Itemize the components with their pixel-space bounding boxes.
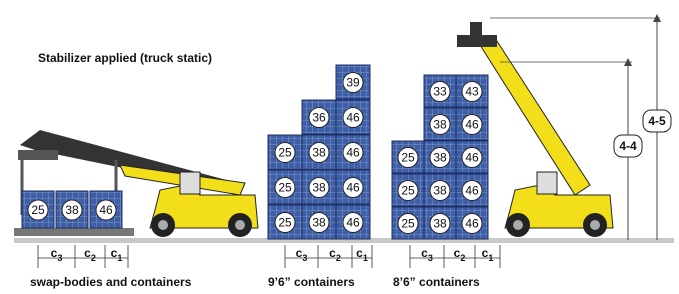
container-number: 25: [278, 181, 292, 195]
container-number: 25: [401, 184, 415, 198]
container-number: 38: [433, 217, 447, 231]
container-number: 46: [465, 184, 479, 198]
container-number: 38: [65, 203, 79, 217]
container-number: 38: [312, 216, 326, 230]
dim-label: c2: [84, 246, 96, 263]
dim-subscript: 1: [488, 253, 493, 263]
dim-label: c3: [421, 246, 433, 263]
dim-label: c3: [51, 246, 63, 263]
container-number: 36: [312, 111, 326, 125]
container-number: 46: [465, 217, 479, 231]
container-number: 43: [465, 85, 479, 99]
container-number: 25: [401, 217, 415, 231]
group-label: swap-bodies and containers: [30, 275, 192, 289]
dim-subscript: 2: [336, 253, 341, 263]
container-number: 46: [99, 203, 113, 217]
container-number: 25: [401, 151, 415, 165]
dim-subscript: 3: [302, 253, 307, 263]
container-number: 46: [346, 146, 360, 160]
diagram: Stabilizer applied (truck static) 4-4: [0, 0, 679, 294]
dim-label: c1: [111, 246, 123, 263]
dim-subscript: 3: [57, 253, 62, 263]
dim-subscript: 2: [460, 253, 465, 263]
container-number: 38: [312, 181, 326, 195]
dim-label: c3: [296, 246, 308, 263]
container-number: 38: [433, 151, 447, 165]
dim-subscript: 1: [117, 253, 122, 263]
container-number: 46: [465, 118, 479, 132]
dim-subscript: 3: [428, 253, 433, 263]
container-number: 38: [433, 184, 447, 198]
height-label: 4-4: [619, 139, 637, 153]
group-label: 8’6” containers: [393, 275, 480, 289]
dim-label: c2: [454, 246, 466, 263]
group-label: 9’6” containers: [268, 275, 355, 289]
container-number: 46: [346, 181, 360, 195]
container-number: 25: [31, 203, 45, 217]
container-number: 33: [433, 85, 447, 99]
container-number: 46: [346, 216, 360, 230]
container-number: 38: [312, 146, 326, 160]
container-number: 38: [433, 118, 447, 132]
dim-label: c1: [482, 246, 494, 263]
dim-label: c2: [329, 246, 341, 263]
height-label: 4-5: [648, 114, 666, 128]
dim-subscript: 2: [91, 253, 96, 263]
container-number: 46: [346, 111, 360, 125]
dim-subscript: 1: [363, 253, 368, 263]
container-number: 39: [346, 76, 360, 90]
container-number: 25: [278, 216, 292, 230]
dim-label: c1: [356, 246, 368, 263]
container-number: 46: [465, 151, 479, 165]
caption: Stabilizer applied (truck static): [38, 51, 212, 65]
container-number: 25: [278, 146, 292, 160]
